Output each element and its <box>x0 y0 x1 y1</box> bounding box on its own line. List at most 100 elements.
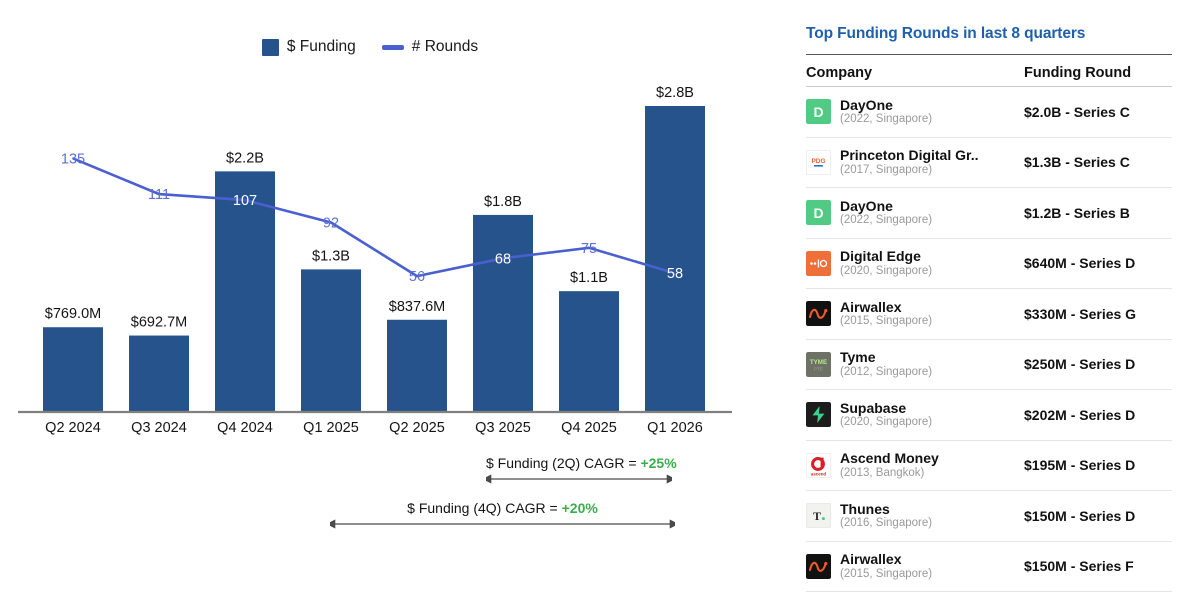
bar-q3-2024[interactable] <box>129 336 189 411</box>
company-meta: (2022, Singapore) <box>840 113 932 127</box>
svg-text:D: D <box>813 205 823 221</box>
cell-funding-round: $1.3B - Series C <box>1024 154 1172 170</box>
funding-chart-panel: $ Funding # Rounds $769.0M$692.7M$2.2B$1… <box>0 0 790 539</box>
company-meta: (2015, Singapore) <box>840 568 932 582</box>
rounds-point-label: 75 <box>581 241 597 257</box>
bar-q4-2025[interactable] <box>559 291 619 411</box>
bar-q1-2025[interactable] <box>301 269 361 411</box>
cell-funding-round: $330M - Series G <box>1024 306 1172 322</box>
bar-group[interactable]: $2.2B <box>215 150 275 411</box>
company-text: DayOne(2022, Singapore) <box>840 198 932 228</box>
rounds-point-label: 111 <box>148 187 170 203</box>
cagr-annotation-4q: $ Funding (4Q) CAGR = +20% <box>330 500 675 533</box>
bar-group[interactable]: $1.1B <box>559 270 619 411</box>
rounds-line[interactable] <box>73 158 675 276</box>
company-meta: (2015, Singapore) <box>840 315 932 329</box>
bar-value-label: $1.8B <box>484 194 522 210</box>
bar-q2-2025[interactable] <box>387 320 447 411</box>
table-row[interactable]: PDG Princeton Digital Gr..(2017, Singapor… <box>806 138 1172 189</box>
supabase-logo-icon <box>806 402 831 427</box>
company-name: Airwallex <box>840 551 932 568</box>
company-text: Princeton Digital Gr..(2017, Singapore) <box>840 147 978 177</box>
bar-value-label: $1.3B <box>312 248 350 264</box>
company-text: Digital Edge(2020, Singapore) <box>840 248 932 278</box>
company-name: Ascend Money <box>840 450 939 467</box>
bar-group[interactable]: $837.6M <box>387 299 447 411</box>
company-name: Princeton Digital Gr.. <box>840 147 978 164</box>
airwallex-logo-icon <box>806 301 831 326</box>
company-text: Airwallex(2015, Singapore) <box>840 299 932 329</box>
cell-funding-round: $202M - Series D <box>1024 407 1172 423</box>
company-meta: (2013, Bangkok) <box>840 467 939 481</box>
dayone-logo-icon: D <box>806 200 831 225</box>
company-name: Digital Edge <box>840 248 932 265</box>
bar-value-label: $692.7M <box>131 315 187 331</box>
rounds-point-label: 56 <box>409 269 425 285</box>
cagr-4q-value: +20% <box>562 500 598 516</box>
bar-value-label: $2.2B <box>226 150 264 166</box>
bar-value-label: $769.0M <box>45 306 101 322</box>
svg-text:D: D <box>813 104 823 120</box>
cell-funding-round: $640M - Series D <box>1024 255 1172 271</box>
cell-funding-round: $250M - Series D <box>1024 356 1172 372</box>
cagr-4q-prefix: $ Funding (4Q) CAGR = <box>407 500 561 516</box>
table-title: Top Funding Rounds in last 8 quarters <box>806 25 1085 43</box>
cell-company: ascend Ascend Money(2013, Bangkok) <box>806 450 1024 480</box>
svg-text:T: T <box>813 509 821 523</box>
cagr-annotation-2q: $ Funding (2Q) CAGR = +25% <box>486 455 677 488</box>
company-meta: (2017, Singapore) <box>840 164 978 178</box>
rounds-point-label: 92 <box>323 215 339 231</box>
x-tick-label: Q4 2024 <box>217 420 273 436</box>
cell-company: Airwallex(2015, Singapore) <box>806 299 1024 329</box>
bar-group[interactable]: $1.3B <box>301 248 361 411</box>
bar-group[interactable]: $692.7M <box>129 315 189 411</box>
bar-value-label: $1.1B <box>570 270 608 286</box>
cell-company: T Thunes(2016, Singapore) <box>806 501 1024 531</box>
table-row[interactable]: Supabase(2020, Singapore) $202M - Series … <box>806 390 1172 441</box>
rounds-point-label: 68 <box>495 251 511 267</box>
company-meta: (2020, Singapore) <box>840 265 932 279</box>
svg-text:PTE: PTE <box>814 366 823 371</box>
company-text: Supabase(2020, Singapore) <box>840 400 932 430</box>
rounds-point-label: 107 <box>233 193 257 209</box>
x-tick-label: Q4 2025 <box>561 420 617 436</box>
bar-group[interactable]: $769.0M <box>43 306 103 411</box>
top-funding-rounds-panel: Top Funding Rounds in last 8 quarters Co… <box>806 0 1174 539</box>
bar-q2-2024[interactable] <box>43 327 103 411</box>
cell-company: PDG Princeton Digital Gr..(2017, Singapor… <box>806 147 1024 177</box>
company-name: DayOne <box>840 97 932 114</box>
x-tick-label: Q3 2025 <box>475 420 531 436</box>
table-row[interactable]: T Thunes(2016, Singapore) $150M - Series D <box>806 491 1172 542</box>
bar-q1-2026[interactable] <box>645 106 705 411</box>
column-header-company: Company <box>806 65 1024 81</box>
table-row[interactable]: D DayOne(2022, Singapore) $1.2B - Series B <box>806 188 1172 239</box>
cell-company: Digital Edge(2020, Singapore) <box>806 248 1024 278</box>
company-meta: (2012, Singapore) <box>840 366 932 380</box>
company-name: Thunes <box>840 501 932 518</box>
bar-value-label: $2.8B <box>656 85 694 101</box>
cell-funding-round: $150M - Series D <box>1024 508 1172 524</box>
company-meta: (2020, Singapore) <box>840 416 932 430</box>
bar-q3-2025[interactable] <box>473 215 533 411</box>
bar-group[interactable]: $1.8B <box>473 194 533 411</box>
cagr-2q-value: +25% <box>640 455 676 471</box>
digitaledge-logo-icon <box>806 251 831 276</box>
rounds-point-label: 58 <box>667 266 683 282</box>
pdg-logo-icon: PDG <box>806 150 831 175</box>
cell-funding-round: $150M - Series F <box>1024 558 1172 574</box>
company-text: Thunes(2016, Singapore) <box>840 501 932 531</box>
table-row[interactable]: Airwallex(2015, Singapore) $330M - Series… <box>806 289 1172 340</box>
table-row[interactable]: Digital Edge(2020, Singapore) $640M - Ser… <box>806 239 1172 290</box>
table-row[interactable]: Airwallex(2015, Singapore) $150M - Series… <box>806 542 1172 592</box>
cell-funding-round: $1.2B - Series B <box>1024 205 1172 221</box>
bar-value-label: $837.6M <box>389 299 445 315</box>
svg-text:ascend: ascend <box>811 471 826 476</box>
x-tick-label: Q3 2024 <box>131 420 187 436</box>
company-text: Tyme(2012, Singapore) <box>840 349 932 379</box>
bar-group[interactable]: $2.8B <box>645 85 705 411</box>
